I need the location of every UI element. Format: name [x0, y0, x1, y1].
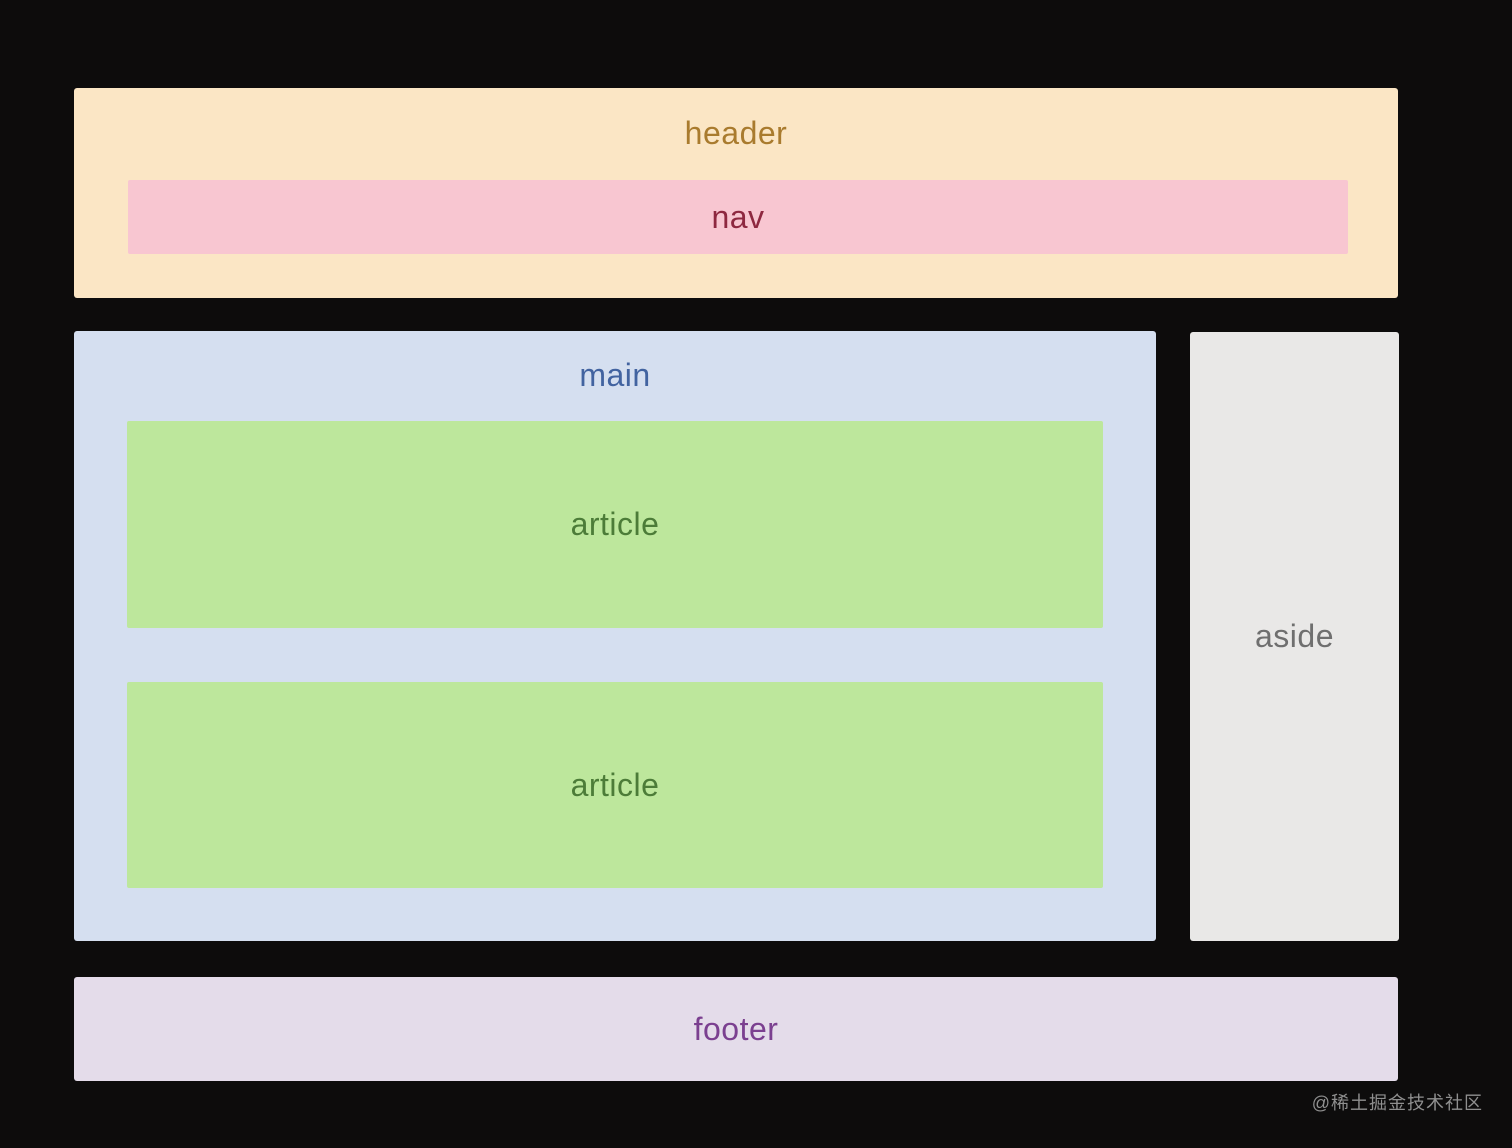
header-section: header nav [74, 88, 1398, 298]
article-section-1: article [127, 421, 1103, 628]
footer-label: footer [693, 1010, 779, 1047]
aside-label: aside [1255, 618, 1334, 654]
main-section: main article article [74, 331, 1156, 941]
article-label: article [570, 506, 660, 542]
main-label: main [579, 357, 651, 393]
article-section-2: article [127, 682, 1103, 888]
nav-section: nav [128, 180, 1348, 254]
footer-section: footer [74, 977, 1398, 1081]
article-label: article [570, 766, 660, 803]
header-label: header [684, 115, 788, 151]
watermark-text: @稀土掘金技术社区 [1311, 1093, 1483, 1113]
nav-label: nav [711, 198, 765, 235]
aside-section: aside [1190, 332, 1399, 941]
